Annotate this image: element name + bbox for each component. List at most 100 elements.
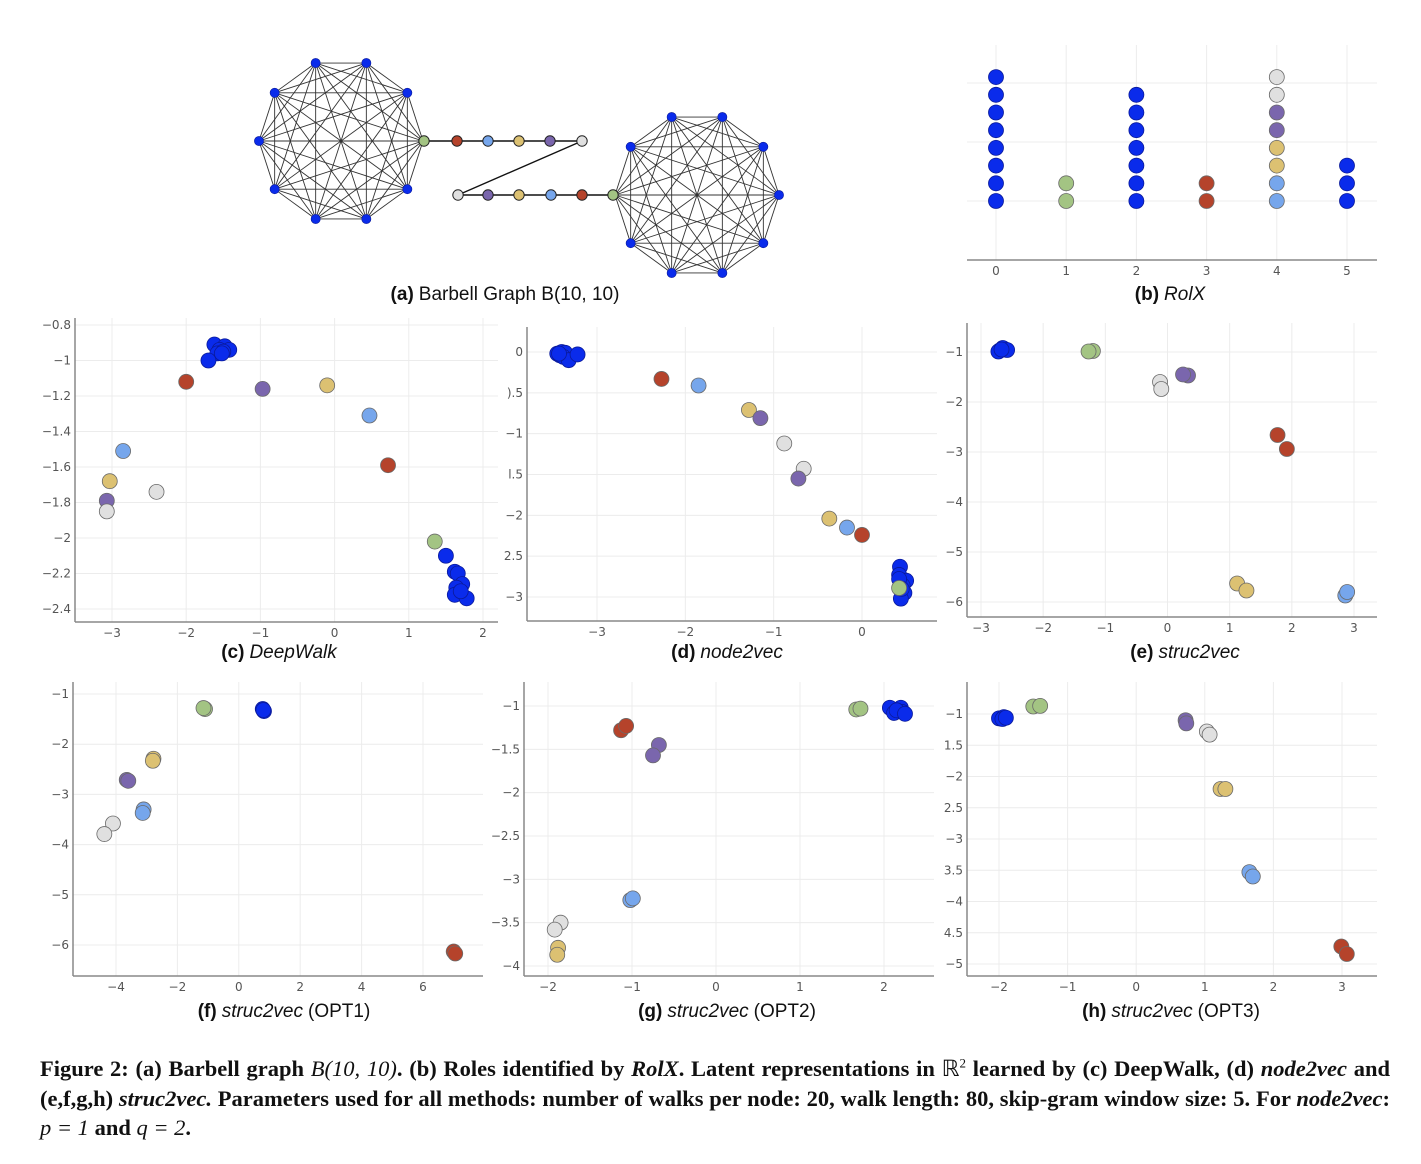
panel-h-struc2vec-opt3: −2 −1 0 1 2 3 −1 1.5 −2 2.5 −3 3.5 −4 4.5 −5 (h) struc2v… [944, 682, 1377, 1022]
point-yellow [1268, 157, 1285, 174]
y-tick-label: −2 [51, 737, 69, 751]
panel-title-suffix: (OPT1) [308, 1001, 370, 1022]
clique-edge [630, 146, 673, 274]
x-tick-label: 3 [1350, 621, 1358, 635]
y-tick-label: −2 [502, 786, 520, 800]
clique-edge [406, 92, 424, 142]
point-green [1058, 175, 1075, 192]
point-purple [1178, 715, 1195, 732]
gridlines [967, 682, 1377, 976]
clique-edge [721, 194, 780, 274]
panel-c-deepwalk: −3 −2 −1 0 1 2 −0.8 −1 −1.2 −1.4 −1.6 −1.8 −2 −2.2 −2.… [42, 318, 498, 663]
y-tick-label: l.5 [508, 468, 523, 482]
point-blue [1128, 175, 1145, 192]
clique-node-blue [310, 58, 321, 68]
panel-d-node2vec: −3 −2 −1 0 0).5 −1 l.5 −2 2.5 −3 (d) node2vec [504, 327, 937, 663]
point-purple [752, 410, 769, 427]
panel-a-letter: (a) [391, 284, 414, 305]
caption-part2: . (b) Roles identified by [396, 1056, 625, 1081]
clique-edge [630, 242, 723, 274]
gridlines [524, 682, 934, 976]
y-tick-label: −2.4 [42, 602, 71, 616]
data-points [990, 340, 1356, 604]
point-gray [105, 815, 121, 832]
clique-edge [274, 92, 408, 190]
caption-and: and [94, 1115, 131, 1140]
y-tick-label: −3 [502, 872, 520, 886]
clique-node-blue [269, 87, 280, 98]
point-blue [988, 86, 1004, 103]
point-red [1269, 427, 1286, 443]
panel-letter: (b) [1135, 284, 1159, 305]
clique-edge [274, 62, 367, 190]
x-tick-label: 5 [1343, 264, 1351, 278]
point-lightblue [624, 890, 641, 907]
panel-a-label: (a) Barbell Graph B(10, 10) [391, 284, 620, 305]
gridlines [527, 327, 937, 621]
clique-edge [762, 146, 780, 196]
clique-node-blue [361, 214, 372, 224]
caption-node2vec-2: node2vec [1296, 1085, 1383, 1111]
x-tick-label: −1 [765, 625, 783, 639]
clique-edge [258, 62, 317, 142]
y-tick-label: −2.5 [491, 829, 520, 843]
y-tick-label: −4 [945, 895, 963, 909]
x-tick-label: −1 [623, 980, 641, 994]
caption-part3: . Latent representations in [678, 1056, 935, 1081]
x-tick-label: 6 [419, 980, 427, 994]
point-purple [790, 470, 807, 487]
clique-edge [258, 62, 367, 142]
caption-q-value: q = 2 [136, 1115, 186, 1140]
panel-title: struc2vec [222, 1001, 304, 1022]
clique-edge [315, 140, 424, 220]
x-tick-label: −4 [107, 980, 125, 994]
path-node-green [418, 135, 430, 147]
panel-e-label: (e) struc2vec [1130, 642, 1240, 663]
point-blue [255, 702, 272, 718]
barbell-edges [258, 62, 780, 274]
y-tick-label: −2 [53, 531, 71, 545]
path-node-lightblue [482, 135, 494, 147]
y-tick-label: −4 [51, 838, 69, 852]
clique-edge [671, 242, 764, 274]
panel-title-suffix: (OPT3) [1198, 1001, 1260, 1022]
path-node-yellow [513, 189, 525, 201]
point-blue [988, 69, 1004, 85]
clique-edge [258, 140, 367, 220]
caption-part1: (a) Barbell graph [135, 1056, 305, 1081]
x-tick-label: 2 [1270, 980, 1278, 994]
y-tick-label: −5 [945, 957, 963, 971]
panel-title: node2vec [700, 642, 783, 663]
panel-title: DeepWalk [249, 642, 338, 663]
y-tick-label: −4 [502, 959, 520, 973]
point-blue [988, 122, 1004, 139]
y-tick-label: −1.2 [42, 389, 71, 403]
clique-edge [365, 62, 408, 190]
gridlines [73, 682, 483, 976]
caption-node2vec-1: node2vec [1260, 1056, 1347, 1081]
clique-edge [762, 194, 780, 244]
y-tick-label: −3 [505, 590, 523, 604]
point-gray [148, 483, 165, 500]
point-gray [1268, 69, 1285, 85]
point-green [1032, 697, 1049, 714]
panel-title: struc2vec [667, 1001, 749, 1022]
point-yellow [101, 473, 118, 490]
clique-edge [258, 92, 276, 142]
x-tick-label: 0 [712, 980, 720, 994]
caption-end: . [185, 1115, 192, 1140]
point-lightblue [134, 805, 151, 821]
point-yellow [1238, 582, 1255, 599]
point-yellow [144, 752, 161, 769]
point-red [1338, 946, 1355, 962]
clique-edge [366, 188, 408, 220]
clique-edge [274, 62, 316, 94]
clique-edge [274, 62, 317, 190]
path-node-red [451, 135, 463, 147]
clique-edge [366, 62, 408, 94]
clique-node-blue [310, 214, 321, 224]
caption-rolx: RolX [631, 1056, 679, 1081]
clique-node-blue [666, 112, 677, 122]
x-tick-label: 2 [1133, 264, 1141, 278]
point-purple [645, 747, 661, 764]
